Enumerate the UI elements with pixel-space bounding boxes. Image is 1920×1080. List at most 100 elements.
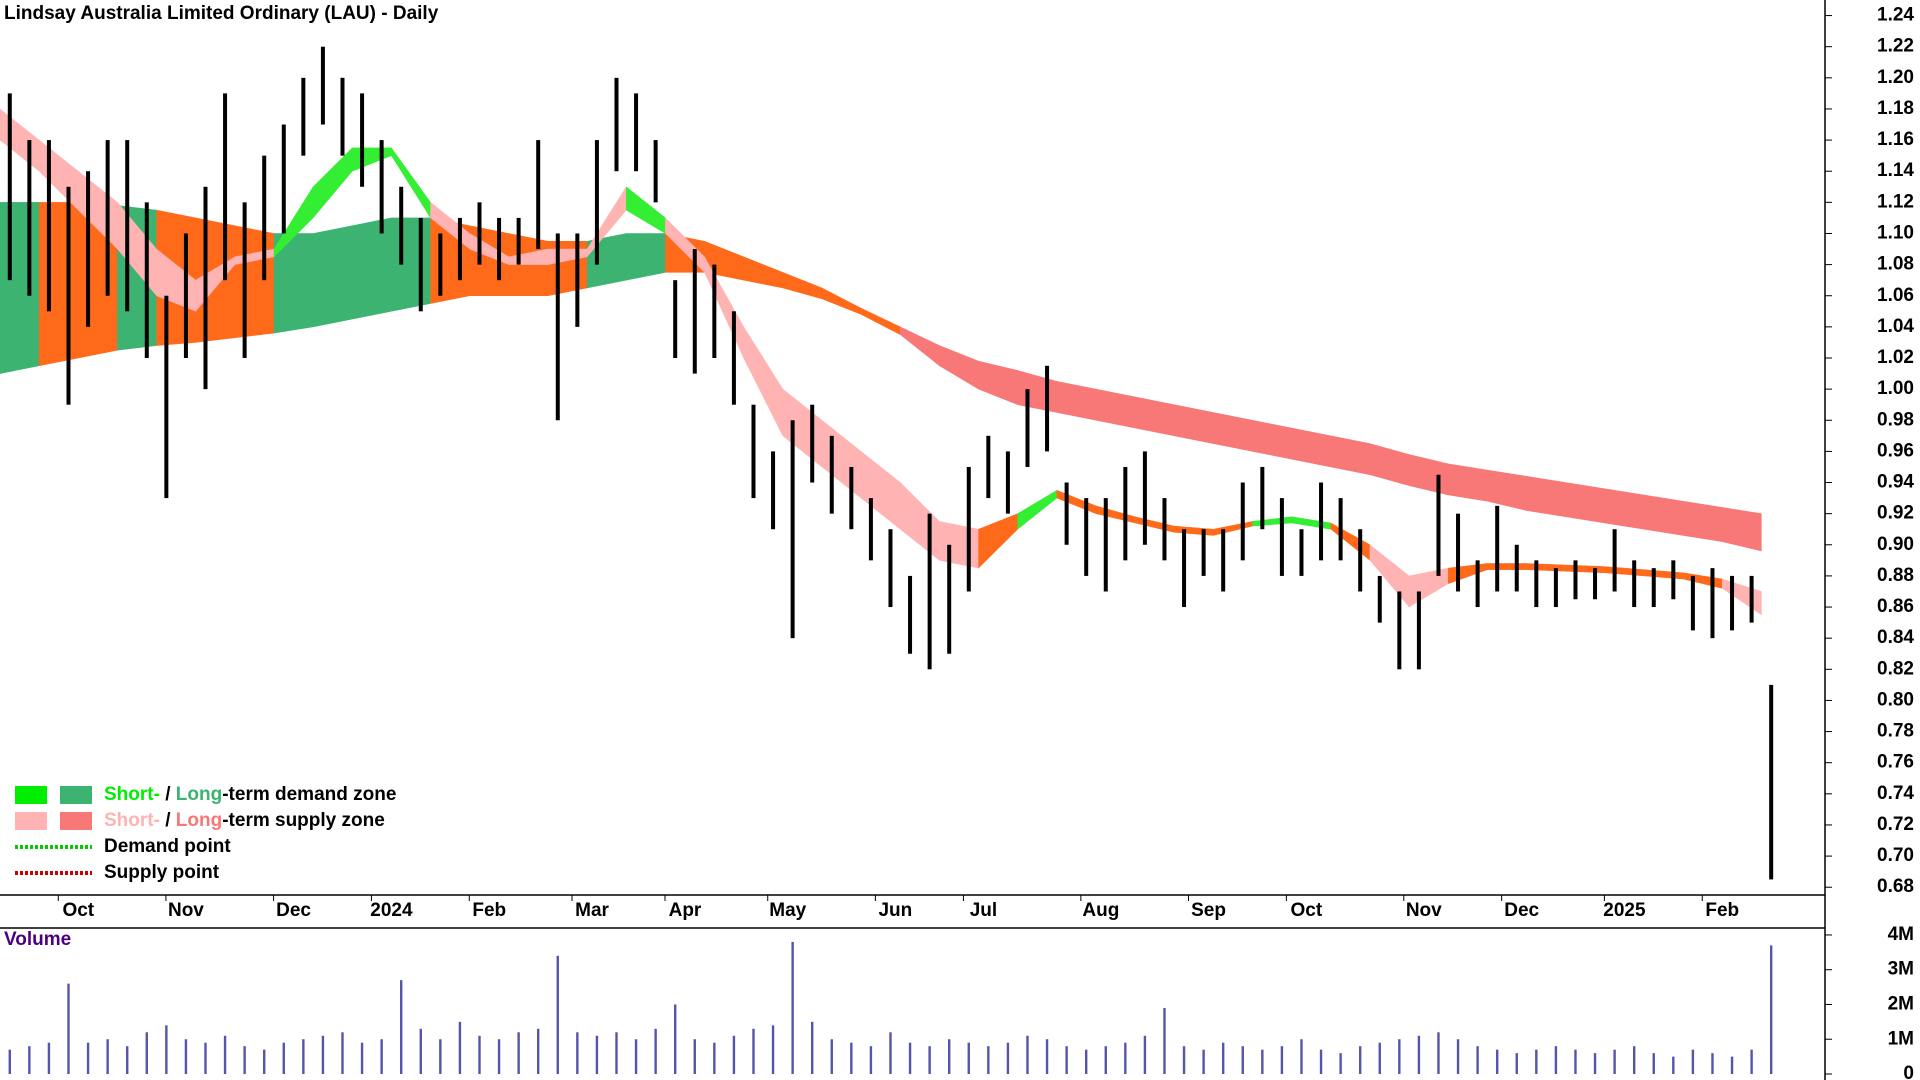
zone-band: [1526, 563, 1566, 572]
price-bar: [731, 311, 736, 405]
y-tick-label: 0.98: [1877, 409, 1914, 430]
zone-band: [1095, 388, 1136, 429]
price-bar: [536, 140, 541, 250]
zone-band: [821, 419, 862, 499]
price-bar: [281, 124, 286, 234]
price-bar: [320, 46, 325, 125]
price-bar: [301, 77, 306, 156]
volume-bar: [1652, 1053, 1655, 1074]
price-bar: [86, 171, 91, 327]
price-bar: [242, 202, 247, 358]
price-bar: [399, 186, 404, 265]
legend-swatch: [60, 786, 92, 804]
legend-text: -term demand zone: [222, 784, 396, 805]
volume-bar: [967, 1042, 970, 1074]
price-bar: [1436, 474, 1441, 576]
legend-label: Short- / Long-term demand zone: [104, 784, 396, 805]
price-bar: [497, 217, 502, 281]
volume-bar: [204, 1042, 207, 1074]
volume-tick-label: 1M: [1888, 1028, 1914, 1049]
y-tick-label: 0.96: [1877, 440, 1914, 461]
volume-bar: [1691, 1049, 1695, 1074]
zone-band: [1487, 469, 1527, 511]
x-tick-label: Mar: [575, 900, 609, 921]
volume-bar: [517, 1032, 520, 1074]
price-bar: [1397, 591, 1402, 670]
price-bar: [1201, 529, 1206, 576]
y-tick-label: 0.68: [1877, 876, 1914, 897]
y-tick-label: 1.04: [1877, 316, 1914, 337]
price-bar: [46, 140, 51, 312]
price-bar: [418, 217, 423, 312]
y-tick-label: 0.78: [1877, 721, 1914, 742]
price-bar: [144, 202, 149, 358]
price-bar: [1593, 568, 1598, 600]
price-bar: [1514, 544, 1519, 592]
volume-bar: [1495, 1049, 1499, 1074]
volume-bar: [1339, 1053, 1342, 1074]
volume-bar: [1358, 1046, 1362, 1074]
zone-band: [1252, 516, 1292, 527]
price-bar: [849, 466, 854, 530]
zone-band: [1643, 494, 1684, 536]
y-tick-label: 1.22: [1877, 36, 1914, 57]
x-tick-label: Feb: [1705, 900, 1739, 921]
zone-band: [1604, 488, 1645, 530]
zone-band: [978, 360, 1018, 406]
volume-bar: [556, 955, 559, 1074]
volume-bar: [360, 1042, 364, 1074]
price-bar: [614, 77, 619, 172]
volume-bar: [1124, 1042, 1127, 1074]
zone-band: [1643, 569, 1684, 580]
price-bar: [927, 513, 932, 670]
volume-tick-label: 3M: [1888, 959, 1914, 980]
volume-bar: [28, 1046, 31, 1074]
volume-bar: [1476, 1046, 1479, 1074]
price-bar: [1221, 529, 1226, 592]
volume-bar: [1006, 1042, 1010, 1074]
x-tick-label: 2024: [370, 900, 413, 921]
price-bar: [203, 186, 208, 390]
y-tick-label: 1.08: [1877, 254, 1914, 275]
volume-bar: [67, 983, 70, 1074]
price-bar: [1671, 560, 1676, 600]
volume-tick-label: 2M: [1888, 993, 1914, 1014]
volume-bar: [341, 1032, 344, 1074]
price-bar: [653, 140, 658, 203]
volume-bar: [8, 1049, 11, 1074]
volume-bar: [1300, 1039, 1303, 1074]
zone-band: [939, 345, 979, 390]
price-bar: [1690, 575, 1695, 631]
volume-bar: [771, 1025, 775, 1074]
volume-bar: [126, 1046, 129, 1074]
volume-bar: [1202, 1049, 1205, 1074]
y-tick-label: 1.14: [1877, 160, 1914, 181]
zone-band: [782, 272, 823, 300]
volume-bar: [1769, 945, 1773, 1074]
zone-band: [234, 225, 275, 339]
zone-band: [1330, 522, 1371, 561]
zone-band: [1330, 435, 1371, 476]
price-bar: [164, 295, 169, 499]
volume-bar: [497, 1039, 501, 1074]
x-tick-label: Aug: [1082, 900, 1119, 921]
zone-band: [1174, 404, 1214, 444]
price-bar: [27, 140, 32, 296]
legend-label: Demand point: [104, 836, 231, 857]
volume-bar: [830, 1039, 833, 1074]
zone-band: [352, 217, 392, 320]
zone-band: [1448, 563, 1488, 585]
zone-band: [391, 217, 431, 312]
volume-bar: [458, 1021, 462, 1074]
price-bar: [947, 544, 952, 654]
volume-bar: [752, 1028, 755, 1074]
price-bar: [360, 93, 365, 187]
x-tick-label: Jul: [970, 900, 997, 921]
zone-band: [1722, 578, 1762, 616]
price-bar: [1123, 466, 1128, 561]
zone-band: [352, 147, 392, 172]
zone-band: [38, 139, 79, 211]
price-bar: [1534, 560, 1539, 608]
volume-bar: [1182, 1046, 1186, 1074]
price-bar: [223, 93, 228, 281]
